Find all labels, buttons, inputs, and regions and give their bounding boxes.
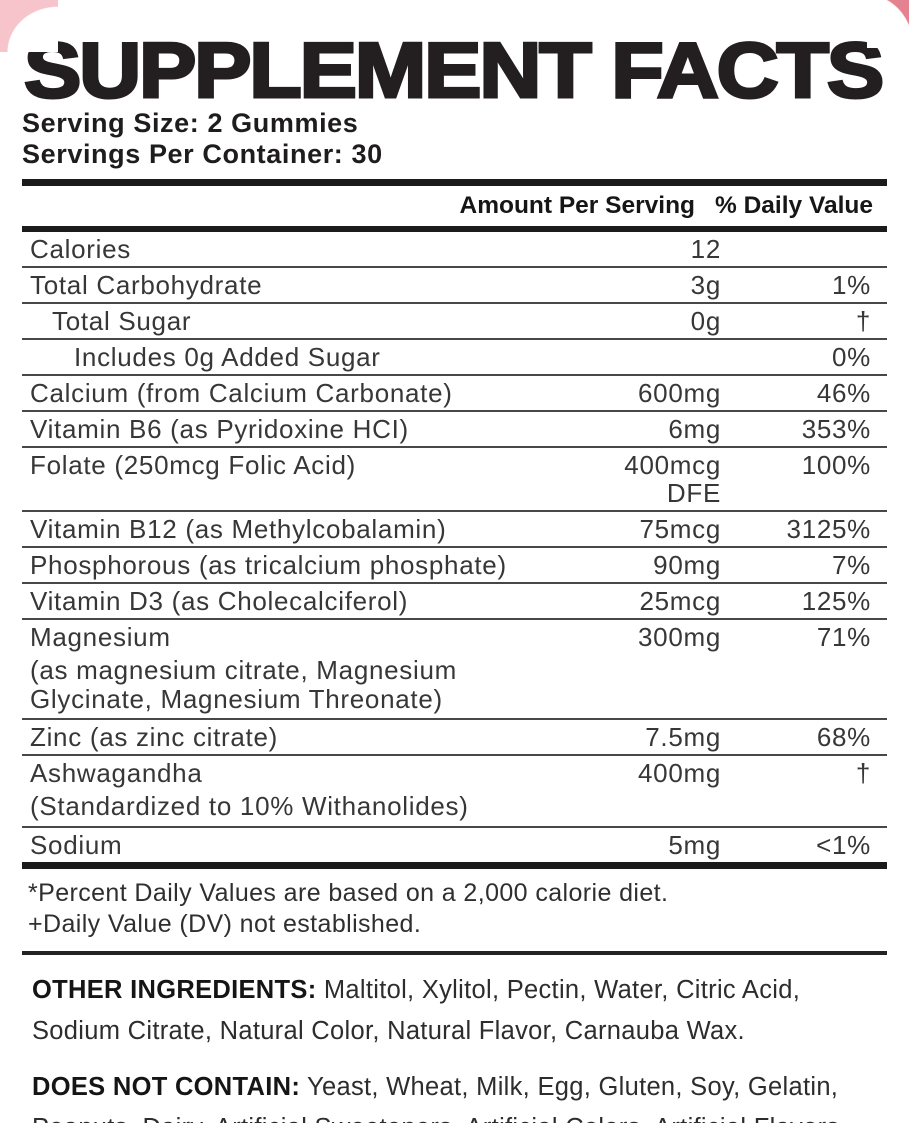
- nutrient-daily-value: 3125%: [786, 514, 871, 544]
- nutrient-amount: 600mg: [638, 378, 721, 408]
- nutrient-name: Vitamin D3 (as Cholecalciferol): [30, 586, 409, 616]
- table-row: Folate (250mcg Folic Acid) 400mcg DFE 10…: [22, 448, 887, 512]
- nutrient-name: Includes 0g Added Sugar: [74, 342, 381, 372]
- nutrient-daily-value: 46%: [816, 378, 871, 408]
- nutrient-daily-value: 125%: [801, 586, 871, 616]
- nutrient-amount: 400mg: [638, 758, 721, 788]
- footnote-divider-rule: [22, 950, 887, 955]
- table-bottom-rule: [22, 861, 887, 869]
- serving-size: Serving Size: 2 Gummies: [22, 108, 359, 138]
- table-header-row: Amount Per Serving % Daily Value: [22, 186, 887, 226]
- nutrient-name: Calories: [30, 234, 131, 264]
- does-not-contain-label: DOES NOT CONTAIN:: [32, 1072, 301, 1101]
- nutrient-amount: 25mcg: [639, 586, 721, 616]
- nutrient-name: Total Carbohydrate: [30, 270, 263, 300]
- nutrient-amount: 300mg: [638, 622, 721, 652]
- page-title-graphic: SUPPLEMENT FACTS: [23, 40, 886, 104]
- nutrient-name: Total Sugar: [52, 306, 192, 336]
- nutrient-amount: 75mcg: [639, 514, 721, 544]
- other-ingredients-text: Maltitol, Xylitol, Pectin, Water, Citric…: [32, 975, 801, 1045]
- nutrient-daily-value: 100%: [801, 450, 871, 480]
- table-row: Total Carbohydrate 3g 1%: [22, 268, 887, 304]
- nutrient-name: Zinc (as zinc citrate): [30, 722, 279, 752]
- table-row: Total Sugar 0g †: [22, 304, 887, 340]
- nutrient-amount: 7.5mg: [645, 722, 721, 752]
- table-row: Zinc (as zinc citrate) 7.5mg 68%: [22, 720, 887, 756]
- nutrient-amount: 6mg: [668, 414, 721, 444]
- nutrient-amount: 90mg: [653, 550, 721, 580]
- nutrient-daily-value: 0%: [832, 342, 871, 372]
- nutrient-daily-value: †: [855, 306, 871, 336]
- nutrient-amount: 5mg: [668, 829, 721, 860]
- page-title: SUPPLEMENT FACTS: [24, 40, 882, 104]
- label-content: SUPPLEMENT FACTS Serving Size: 2 Gummies…: [22, 40, 887, 1123]
- other-ingredients-section: OTHER INGREDIENTS: Maltitol, Xylitol, Pe…: [32, 970, 877, 1052]
- nutrient-name: Sodium: [30, 829, 123, 860]
- table-row: Sodium 5mg <1%: [22, 828, 887, 862]
- serving-info: Serving Size: 2 Gummies Servings Per Con…: [22, 108, 887, 170]
- nutrient-daily-value: †: [855, 758, 871, 788]
- column-header-daily-value: % Daily Value: [715, 192, 873, 219]
- nutrient-detail: (Standardized to 10% Withanolides): [30, 791, 469, 821]
- table-row: Vitamin D3 (as Cholecalciferol) 25mcg 12…: [22, 584, 887, 620]
- nutrient-amount: 12: [690, 234, 721, 264]
- nutrient-name: Vitamin B6 (as Pyridoxine HCI): [30, 414, 409, 444]
- nutrient-name: Folate (250mcg Folic Acid): [30, 450, 356, 480]
- facts-table-body: Calories 12 Total Carbohydrate 3g 1% Tot…: [22, 232, 887, 862]
- table-header-rule: [22, 226, 887, 232]
- does-not-contain-text: Yeast, Wheat, Milk, Egg, Gluten, Soy, Ge…: [32, 1072, 847, 1123]
- does-not-contain-section: DOES NOT CONTAIN: Yeast, Wheat, Milk, Eg…: [32, 1067, 877, 1123]
- nutrient-detail: (as magnesium citrate, Magnesium Glycina…: [30, 655, 457, 714]
- other-ingredients-label: OTHER INGREDIENTS:: [32, 975, 317, 1004]
- footnote-daily-value: *Percent Daily Values are based on a 2,0…: [28, 878, 669, 907]
- table-row: Ashwagandha 400mg † (Standardized to 10%…: [22, 756, 887, 828]
- pink-corner-top-right: [867, 0, 909, 48]
- nutrient-daily-value: 68%: [816, 722, 871, 752]
- footnotes: *Percent Daily Values are based on a 2,0…: [22, 869, 887, 951]
- servings-per-container: Servings Per Container: 30: [22, 139, 383, 169]
- table-row: Calcium (from Calcium Carbonate) 600mg 4…: [22, 376, 887, 412]
- footnote-dv-not-established: +Daily Value (DV) not established.: [28, 909, 422, 938]
- nutrient-daily-value: 71%: [816, 622, 871, 652]
- table-row: Vitamin B6 (as Pyridoxine HCI) 6mg 353%: [22, 412, 887, 448]
- column-header-amount: Amount Per Serving: [459, 192, 696, 219]
- nutrient-daily-value: <1%: [816, 829, 871, 860]
- nutrient-name: Vitamin B12 (as Methylcobalamin): [30, 514, 447, 544]
- table-top-rule: [22, 179, 887, 186]
- nutrient-name: Magnesium: [30, 622, 171, 652]
- nutrient-daily-value: 353%: [801, 414, 871, 444]
- nutrient-amount: 0g: [690, 306, 721, 336]
- table-row: Phosphorous (as tricalcium phosphate) 90…: [22, 548, 887, 584]
- nutrient-daily-value: 1%: [832, 270, 871, 300]
- table-row: Calories 12: [22, 232, 887, 268]
- table-row: Vitamin B12 (as Methylcobalamin) 75mcg 3…: [22, 512, 887, 548]
- nutrient-amount: 400mcg DFE: [624, 450, 721, 508]
- nutrient-daily-value: 7%: [832, 550, 871, 580]
- nutrient-name: Ashwagandha: [30, 758, 203, 788]
- nutrient-amount: 3g: [690, 270, 721, 300]
- table-row: Magnesium 300mg 71% (as magnesium citrat…: [22, 620, 887, 720]
- pink-corner-top-left: [0, 0, 58, 52]
- nutrient-name: Calcium (from Calcium Carbonate): [30, 378, 453, 408]
- table-row: Includes 0g Added Sugar 0%: [22, 340, 887, 376]
- nutrient-name: Phosphorous (as tricalcium phosphate): [30, 550, 507, 580]
